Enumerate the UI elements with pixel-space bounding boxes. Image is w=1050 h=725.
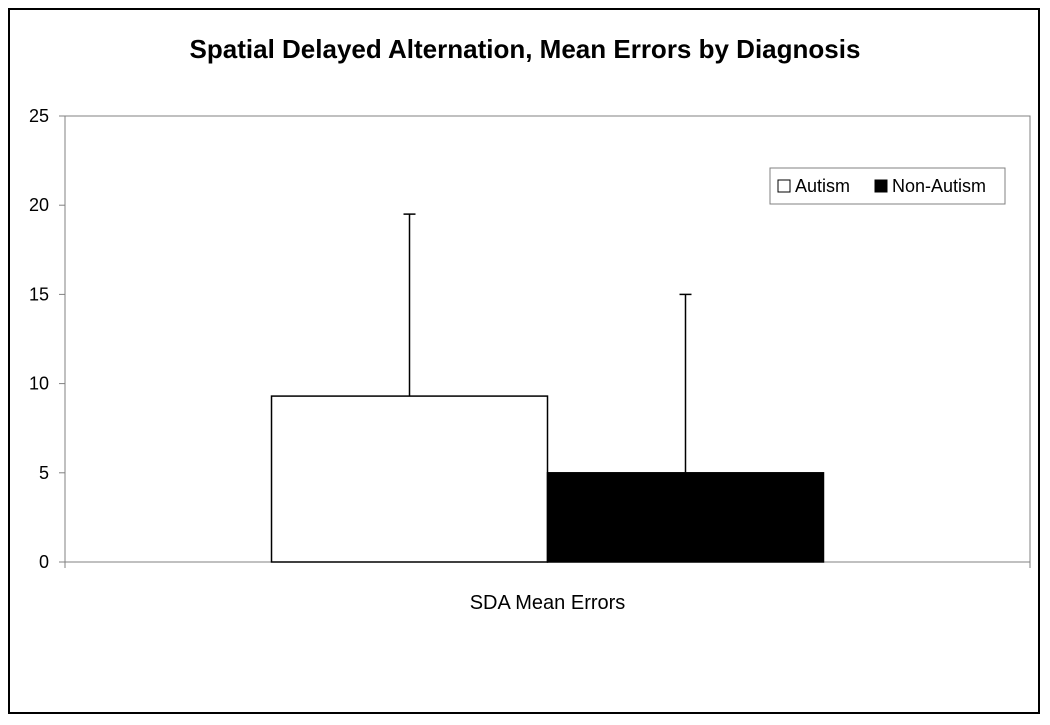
legend-label: Autism	[795, 176, 850, 196]
legend-swatch	[777, 179, 791, 193]
y-tick-label: 5	[39, 463, 49, 483]
bar-non-autism	[546, 472, 825, 563]
legend-swatch	[874, 179, 888, 193]
error-bars	[403, 213, 692, 473]
legend: Autism Non-Autism	[769, 167, 1006, 205]
y-tick-label: 10	[29, 374, 49, 394]
y-tick-label: 15	[29, 284, 49, 304]
bars	[270, 395, 825, 563]
x-category-label: SDA Mean Errors	[470, 592, 626, 614]
y-tick-label: 0	[39, 552, 49, 572]
legend-label: Non-Autism	[892, 176, 986, 196]
y-tick-label: 20	[29, 195, 49, 215]
x-axis: SDA Mean Errors	[64, 561, 1031, 614]
bar-autism	[270, 395, 549, 563]
y-axis: 0 5 10 15 20 25	[29, 106, 66, 572]
chart-title: Spatial Delayed Alternation, Mean Errors…	[190, 34, 861, 64]
y-tick-label: 25	[29, 106, 49, 126]
